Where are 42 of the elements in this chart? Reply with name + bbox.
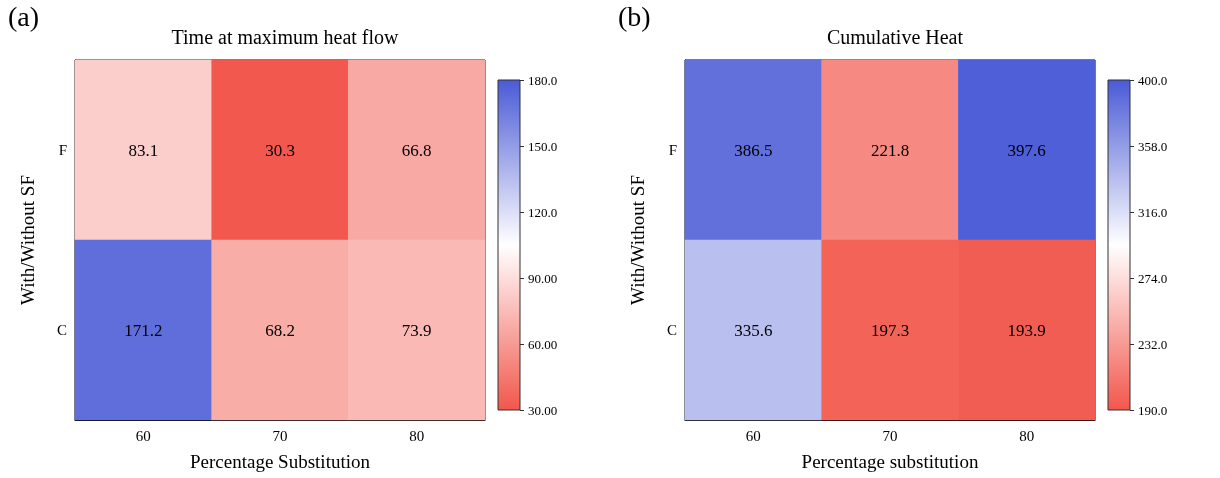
y-tick-label: F	[668, 142, 677, 158]
x-tick-label: 80	[409, 427, 425, 444]
text: (a)	[8, 0, 40, 32]
color-bar-label: 60.00	[528, 336, 558, 352]
data-label: 73.9	[401, 320, 432, 340]
data-label: 66.8	[401, 140, 432, 160]
data-label: 335.6	[734, 320, 773, 340]
data-label: 193.9	[1007, 320, 1046, 340]
chart-title: Time at maximum heat flow	[171, 26, 400, 48]
color-bar-label: 190.0	[1138, 402, 1168, 418]
text: (b)	[618, 0, 651, 32]
x-tick-label: 60	[135, 427, 151, 444]
data-label: 197.3	[870, 320, 910, 340]
color-bar-label: 400.0	[1138, 72, 1168, 88]
x-axis-title: Percentage Substitution	[190, 451, 371, 472]
data-label: 83.1	[128, 140, 159, 160]
x-tick-label: 60	[745, 427, 761, 444]
data-label: 397.6	[1007, 140, 1046, 160]
x-tick-label: 80	[1019, 427, 1035, 444]
color-bar-label: 120.0	[528, 204, 558, 220]
color-bar-label: 30.00	[528, 402, 558, 418]
y-tick-label: C	[56, 322, 67, 338]
data-label: 68.2	[265, 320, 295, 340]
x-tick-label: 70	[882, 427, 898, 444]
x-axis-title: Percentage substitution	[801, 451, 979, 472]
color-bar-label: 274.0	[1138, 270, 1168, 286]
color-bar-label: 232.0	[1138, 336, 1168, 352]
y-tick-label: F	[58, 142, 67, 158]
color-bar-label: 316.0	[1138, 204, 1168, 220]
data-label: 386.5	[734, 140, 773, 160]
y-axis-title: With/Without SF	[17, 175, 38, 305]
color-bar-label: 150.0	[528, 138, 558, 154]
data-label: 30.3	[265, 140, 295, 160]
data-label: 221.8	[870, 140, 910, 160]
y-axis-title: With/Without SF	[627, 175, 648, 305]
y-tick-label: C	[666, 322, 677, 338]
chart-title: Cumulative Heat	[826, 26, 964, 48]
data-label: 171.2	[124, 320, 163, 340]
color-bar-label: 358.0	[1138, 138, 1168, 154]
color-bar-label: 90.00	[528, 270, 558, 286]
color-bar-label: 180.0	[528, 72, 558, 88]
x-tick-label: 70	[272, 427, 288, 444]
